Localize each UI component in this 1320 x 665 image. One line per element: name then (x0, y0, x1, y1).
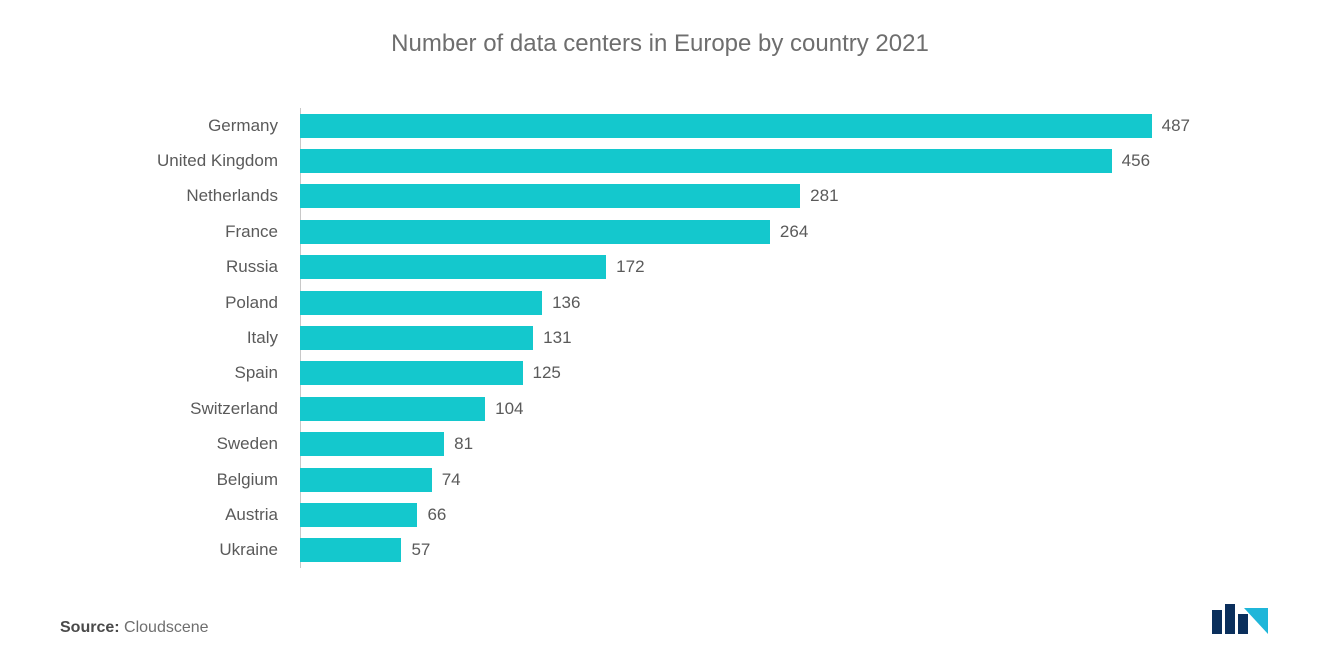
category-label: Belgium (50, 470, 290, 490)
bar-value: 281 (800, 186, 838, 206)
bar (300, 220, 770, 244)
bar-row: Ukraine57 (300, 533, 1190, 568)
source-name: Cloudscene (124, 619, 209, 636)
bar-value: 487 (1152, 116, 1190, 136)
bar (300, 114, 1152, 138)
bar-value: 57 (401, 540, 430, 560)
bar-row: Russia172 (300, 250, 1190, 285)
bar-row: Spain125 (300, 356, 1190, 391)
bar-row: France264 (300, 214, 1190, 249)
chart-area: Germany487United Kingdom456Netherlands28… (300, 108, 1190, 568)
bar (300, 149, 1112, 173)
bar-value: 74 (432, 470, 461, 490)
category-label: Switzerland (50, 399, 290, 419)
chart-title: Number of data centers in Europe by coun… (60, 30, 1260, 58)
logo-bar-3 (1238, 614, 1248, 634)
category-label: Italy (50, 328, 290, 348)
bar-value: 131 (533, 328, 571, 348)
bar-value: 66 (417, 505, 446, 525)
bar-value: 104 (485, 399, 523, 419)
bar-row: Poland136 (300, 285, 1190, 320)
bar-value: 172 (606, 257, 644, 277)
category-label: France (50, 222, 290, 242)
brand-logo (1210, 604, 1270, 640)
bar (300, 326, 533, 350)
bar-value: 125 (523, 363, 561, 383)
category-label: Spain (50, 363, 290, 383)
bar-row: Germany487 (300, 108, 1190, 143)
bar-value: 136 (542, 293, 580, 313)
bar-row: Netherlands281 (300, 179, 1190, 214)
bar-value: 264 (770, 222, 808, 242)
category-label: United Kingdom (50, 151, 290, 171)
bar-value: 81 (444, 434, 473, 454)
source-label: Source: (60, 619, 120, 636)
bar (300, 361, 523, 385)
bar-value: 456 (1112, 151, 1150, 171)
bar-row: Austria66 (300, 497, 1190, 532)
bar (300, 468, 432, 492)
category-label: Russia (50, 257, 290, 277)
logo-bar-1 (1212, 610, 1222, 634)
category-label: Austria (50, 505, 290, 525)
category-label: Sweden (50, 434, 290, 454)
bar-row: United Kingdom456 (300, 143, 1190, 178)
category-label: Ukraine (50, 540, 290, 560)
category-label: Germany (50, 116, 290, 136)
bar (300, 397, 485, 421)
chart-container: Number of data centers in Europe by coun… (0, 0, 1320, 665)
bar-row: Switzerland104 (300, 391, 1190, 426)
logo-bar-2 (1225, 604, 1235, 634)
source-citation: Source: Cloudscene (60, 619, 209, 637)
bar (300, 255, 606, 279)
bar (300, 538, 401, 562)
bar-row: Belgium74 (300, 462, 1190, 497)
category-label: Poland (50, 293, 290, 313)
category-label: Netherlands (50, 186, 290, 206)
bar (300, 503, 417, 527)
bar-row: Sweden81 (300, 427, 1190, 462)
bar (300, 432, 444, 456)
bar (300, 184, 800, 208)
bar (300, 291, 542, 315)
bar-row: Italy131 (300, 320, 1190, 355)
